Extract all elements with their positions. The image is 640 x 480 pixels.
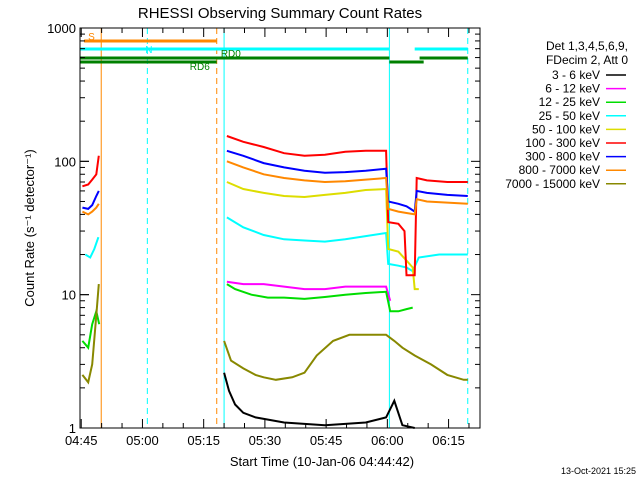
x-axis-label: Start Time (10-Jan-06 04:44:42) bbox=[230, 454, 414, 469]
legend-entry-label: 100 - 300 keV bbox=[525, 136, 600, 150]
legend-header-line: Det 1,3,4,5,6,9, bbox=[546, 39, 628, 53]
x-tick-label: 04:45 bbox=[65, 433, 98, 448]
x-tick-label: 05:30 bbox=[249, 433, 282, 448]
legend-header-line: FDecim 2, Att 0 bbox=[546, 53, 628, 67]
chart-title: RHESSI Observing Summary Count Rates bbox=[138, 5, 422, 22]
y-axis-label: Count Rate (s⁻¹ detector⁻¹) bbox=[22, 149, 37, 307]
legend-entry-label: 12 - 25 keV bbox=[539, 95, 600, 109]
plot-frame bbox=[79, 27, 481, 429]
series-0-segment-0 bbox=[223, 372, 415, 429]
series-4-segment-0 bbox=[226, 181, 419, 291]
legend-entry-label: 6 - 12 keV bbox=[545, 82, 600, 96]
x-tick-label: 06:00 bbox=[371, 433, 404, 448]
y-axis: 1 10 100 1000 bbox=[47, 21, 480, 436]
y-tick-label: 10 bbox=[62, 288, 76, 303]
series-3-segment-0 bbox=[84, 236, 100, 259]
y-tick-label: 1 bbox=[69, 421, 76, 436]
y-tick-label: 1000 bbox=[47, 21, 76, 36]
timestamp: 13-Oct-2021 15:25 bbox=[561, 466, 636, 476]
series-8-segment-0 bbox=[81, 284, 100, 385]
series-7-segment-1 bbox=[226, 160, 468, 216]
flag-label-rd0: RD0 bbox=[221, 49, 241, 60]
x-axis: 04:45 05:00 05:15 05:30 05:45 06:00 06:15 bbox=[65, 28, 470, 448]
series-2-segment-1 bbox=[226, 283, 413, 313]
flag-label-s: S bbox=[88, 32, 95, 43]
x-tick-label: 05:45 bbox=[310, 433, 343, 448]
series-1-segment-0 bbox=[226, 280, 392, 302]
series-6-segment-0 bbox=[82, 190, 100, 210]
plot-area: S N RD0 RD6 bbox=[79, 27, 481, 429]
series-5-segment-1 bbox=[226, 135, 468, 277]
legend-entry-label: 800 - 7000 keV bbox=[519, 163, 600, 177]
x-tick-label: 05:00 bbox=[126, 433, 159, 448]
x-tick-label: 05:15 bbox=[187, 433, 220, 448]
series-3-segment-1 bbox=[226, 216, 468, 273]
flag-label-rd6: RD6 bbox=[190, 62, 210, 73]
series-5-segment-0 bbox=[82, 155, 100, 188]
legend-entry-label: 3 - 6 keV bbox=[552, 68, 600, 82]
x-tick-label: 06:15 bbox=[432, 433, 465, 448]
legend-entry-label: 7000 - 15000 keV bbox=[505, 177, 600, 191]
legend: Det 1,3,4,5,6,9,FDecim 2, Att 03 - 6 keV… bbox=[505, 39, 628, 191]
legend-entry-label: 50 - 100 keV bbox=[532, 122, 600, 136]
series-7-segment-0 bbox=[81, 203, 100, 216]
legend-entry-label: 25 - 50 keV bbox=[539, 109, 600, 123]
flag-label-n: N bbox=[145, 45, 152, 56]
series-8-segment-1 bbox=[223, 333, 468, 381]
legend-entry-label: 300 - 800 keV bbox=[525, 150, 600, 164]
y-tick-label: 100 bbox=[54, 154, 76, 169]
